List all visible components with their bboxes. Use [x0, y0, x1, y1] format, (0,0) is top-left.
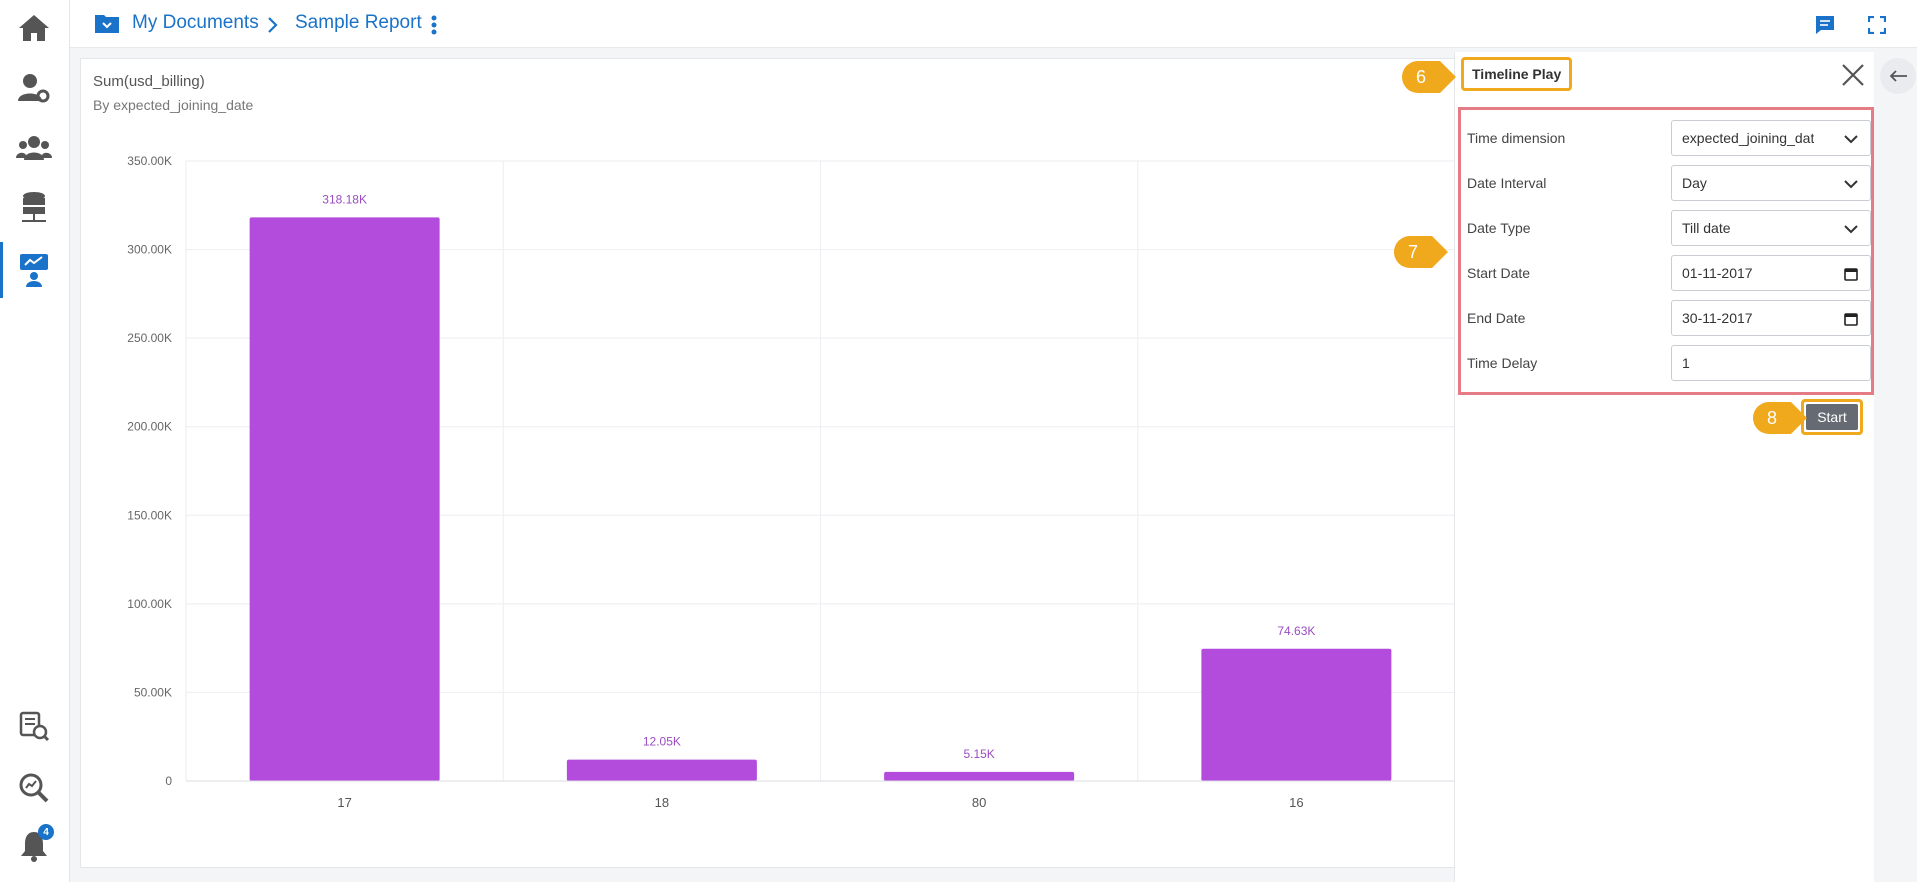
calendar-icon[interactable]: [1842, 310, 1860, 328]
y-tick-label: 50.00K: [134, 685, 172, 699]
timeline-play-panel: Timeline Play Time dimension expected_joi…: [1454, 52, 1874, 882]
date-type-dropdown[interactable]: Till date: [1671, 210, 1871, 246]
panel-title: Timeline Play: [1461, 57, 1573, 91]
data-label: 12.05K: [643, 735, 681, 749]
callout-6-label: 6: [1416, 67, 1427, 87]
bar-chart: 0 50.00K 100.00K 150.00K 200.00K 250.00K 300.0…: [127, 154, 1455, 810]
timeline-settings-form: Time dimension expected_joining_dat Date I…: [1458, 107, 1874, 395]
chevron-down-icon: [1842, 220, 1860, 238]
chevron-down-icon: [1842, 175, 1860, 193]
callout-6: 6: [1400, 59, 1460, 95]
field-label: End Date: [1467, 310, 1526, 326]
collapse-panel-button[interactable]: [1880, 58, 1916, 94]
field-label: Time Delay: [1467, 355, 1538, 371]
date-interval-dropdown[interactable]: Day: [1671, 165, 1871, 201]
arrow-left-icon: [1889, 70, 1907, 82]
x-tick-label: 17: [337, 795, 351, 810]
form-row-end-date: End Date 30-11-2017: [1467, 300, 1871, 336]
y-tick-label: 150.00K: [127, 508, 172, 522]
field-value: Till date: [1682, 220, 1731, 236]
breadcrumb-my-documents[interactable]: My Documents: [132, 12, 259, 33]
close-icon[interactable]: [1840, 62, 1866, 88]
y-tick-label: 350.00K: [127, 154, 172, 168]
chart-title: Sum(usd_billing): [93, 73, 205, 90]
field-value: Day: [1682, 175, 1707, 191]
chevron-right-icon: [266, 16, 280, 34]
form-row-start-date: Start Date 01-11-2017: [1467, 255, 1871, 291]
y-tick-label: 100.00K: [127, 597, 172, 611]
data-label: 5.15K: [963, 747, 994, 761]
field-label: Date Interval: [1467, 175, 1547, 191]
field-value: 1: [1682, 355, 1690, 371]
field-label: Start Date: [1467, 265, 1531, 281]
calendar-icon[interactable]: [1842, 265, 1860, 283]
field-label: Time dimension: [1467, 130, 1566, 146]
form-row-time-delay: Time Delay 1: [1467, 345, 1871, 381]
end-date-date-input[interactable]: 30-11-2017: [1671, 300, 1871, 336]
bar-17: [249, 217, 440, 782]
time-delay-input[interactable]: 1: [1671, 345, 1871, 381]
form-row-date-interval: Date Interval Day: [1467, 165, 1871, 201]
callout-7: 7: [1392, 234, 1452, 270]
bar-16: [1201, 648, 1392, 781]
notification-badge: 4: [38, 824, 54, 840]
bar-80: [884, 771, 1075, 781]
x-tick-label: 18: [655, 795, 669, 810]
database-icon[interactable]: [14, 188, 54, 228]
start-date-date-input[interactable]: 01-11-2017: [1671, 255, 1871, 291]
search-analytics-icon[interactable]: [14, 768, 54, 808]
breadcrumb-sample-report[interactable]: Sample Report: [295, 12, 422, 33]
bar-chart-card: Sum(usd_billing) By expected_joining_dat…: [80, 58, 1456, 868]
chart-subtitle: By expected_joining_date: [93, 97, 254, 113]
notification-bell-icon[interactable]: 4: [14, 824, 54, 866]
users-group-icon[interactable]: [14, 128, 54, 168]
y-tick-label: 0: [165, 774, 172, 788]
start-button-highlight: Start: [1801, 399, 1863, 435]
left-sidebar: 4: [0, 0, 70, 882]
comment-icon[interactable]: [1814, 14, 1836, 36]
start-button[interactable]: Start: [1806, 404, 1858, 430]
top-bar: My Documents Sample Report: [70, 0, 1917, 48]
y-tick-label: 200.00K: [127, 420, 172, 434]
folder-icon[interactable]: [94, 12, 120, 34]
callout-8-label: 8: [1767, 408, 1778, 428]
x-tick-label: 80: [972, 795, 986, 810]
more-options-icon[interactable]: [430, 14, 438, 36]
field-label: Date Type: [1467, 220, 1531, 236]
bar-18: [566, 759, 757, 781]
right-strip: [1874, 52, 1917, 882]
fullscreen-icon[interactable]: [1867, 15, 1887, 35]
y-tick-label: 250.00K: [127, 331, 172, 345]
form-row-time-dimension: Time dimension expected_joining_dat: [1467, 120, 1871, 156]
user-settings-icon[interactable]: [14, 68, 54, 108]
form-row-date-type: Date Type Till date: [1467, 210, 1871, 246]
callout-8: 8: [1751, 400, 1811, 436]
dashboard-designer-icon[interactable]: [14, 250, 54, 290]
data-label: 74.63K: [1277, 624, 1315, 638]
field-value: 30-11-2017: [1682, 310, 1753, 326]
home-icon[interactable]: [14, 8, 54, 48]
field-value: 01-11-2017: [1682, 265, 1753, 281]
callout-7-label: 7: [1408, 242, 1419, 262]
time-dimension-dropdown[interactable]: expected_joining_dat: [1671, 120, 1871, 156]
data-label: 318.18K: [322, 192, 367, 206]
field-value: expected_joining_dat: [1682, 130, 1815, 146]
x-tick-label: 16: [1289, 795, 1303, 810]
y-tick-label: 300.00K: [127, 243, 172, 257]
active-indicator: [0, 242, 3, 298]
chevron-down-icon: [1842, 130, 1860, 148]
data-search-icon[interactable]: [14, 706, 54, 746]
